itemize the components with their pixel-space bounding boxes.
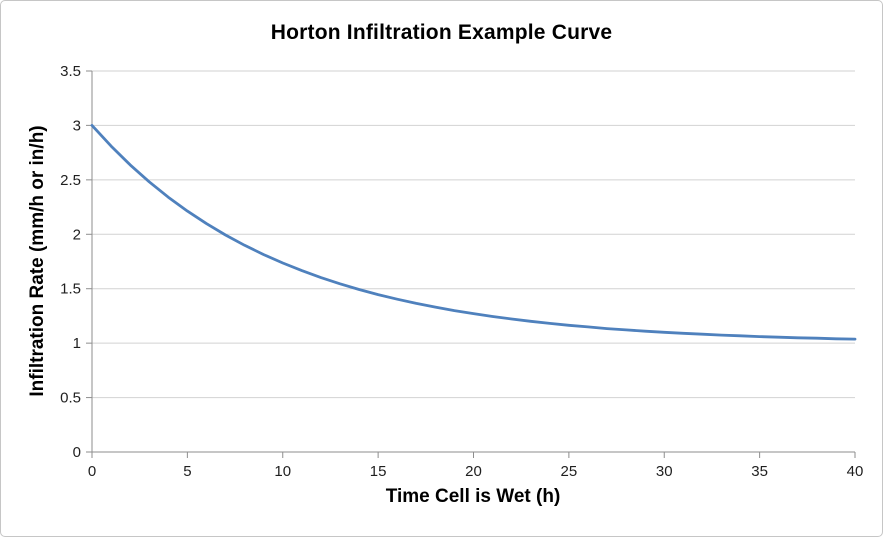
x-tick-label: 20 — [465, 463, 482, 480]
x-tick-label: 30 — [656, 463, 673, 480]
y-tick-label: 3.5 — [60, 63, 81, 80]
y-axis-title: Infiltration Rate (mm/h or in/h) — [27, 125, 48, 397]
y-tick-label: 3 — [73, 117, 81, 134]
y-tick-label: 1.5 — [60, 281, 81, 298]
y-tick-label: 2 — [73, 226, 81, 243]
y-tick-label: 2.5 — [60, 172, 81, 189]
y-tick-label: 1 — [73, 335, 81, 352]
x-tick-label: 0 — [88, 463, 96, 480]
chart-title: Horton Infiltration Example Curve — [270, 21, 613, 44]
x-tick-label: 10 — [274, 463, 291, 480]
x-axis-title: Time Cell is Wet (h) — [385, 486, 561, 507]
x-tick-label: 40 — [847, 463, 864, 480]
series-line-infiltration — [90, 124, 857, 341]
x-tick-label: 35 — [751, 463, 768, 480]
x-tick-label: 25 — [561, 463, 578, 480]
x-tick-label: 15 — [370, 463, 387, 480]
y-tick-label: 0 — [73, 444, 81, 461]
y-tick-label: 0.5 — [60, 390, 81, 407]
x-tick-label: 5 — [183, 463, 191, 480]
